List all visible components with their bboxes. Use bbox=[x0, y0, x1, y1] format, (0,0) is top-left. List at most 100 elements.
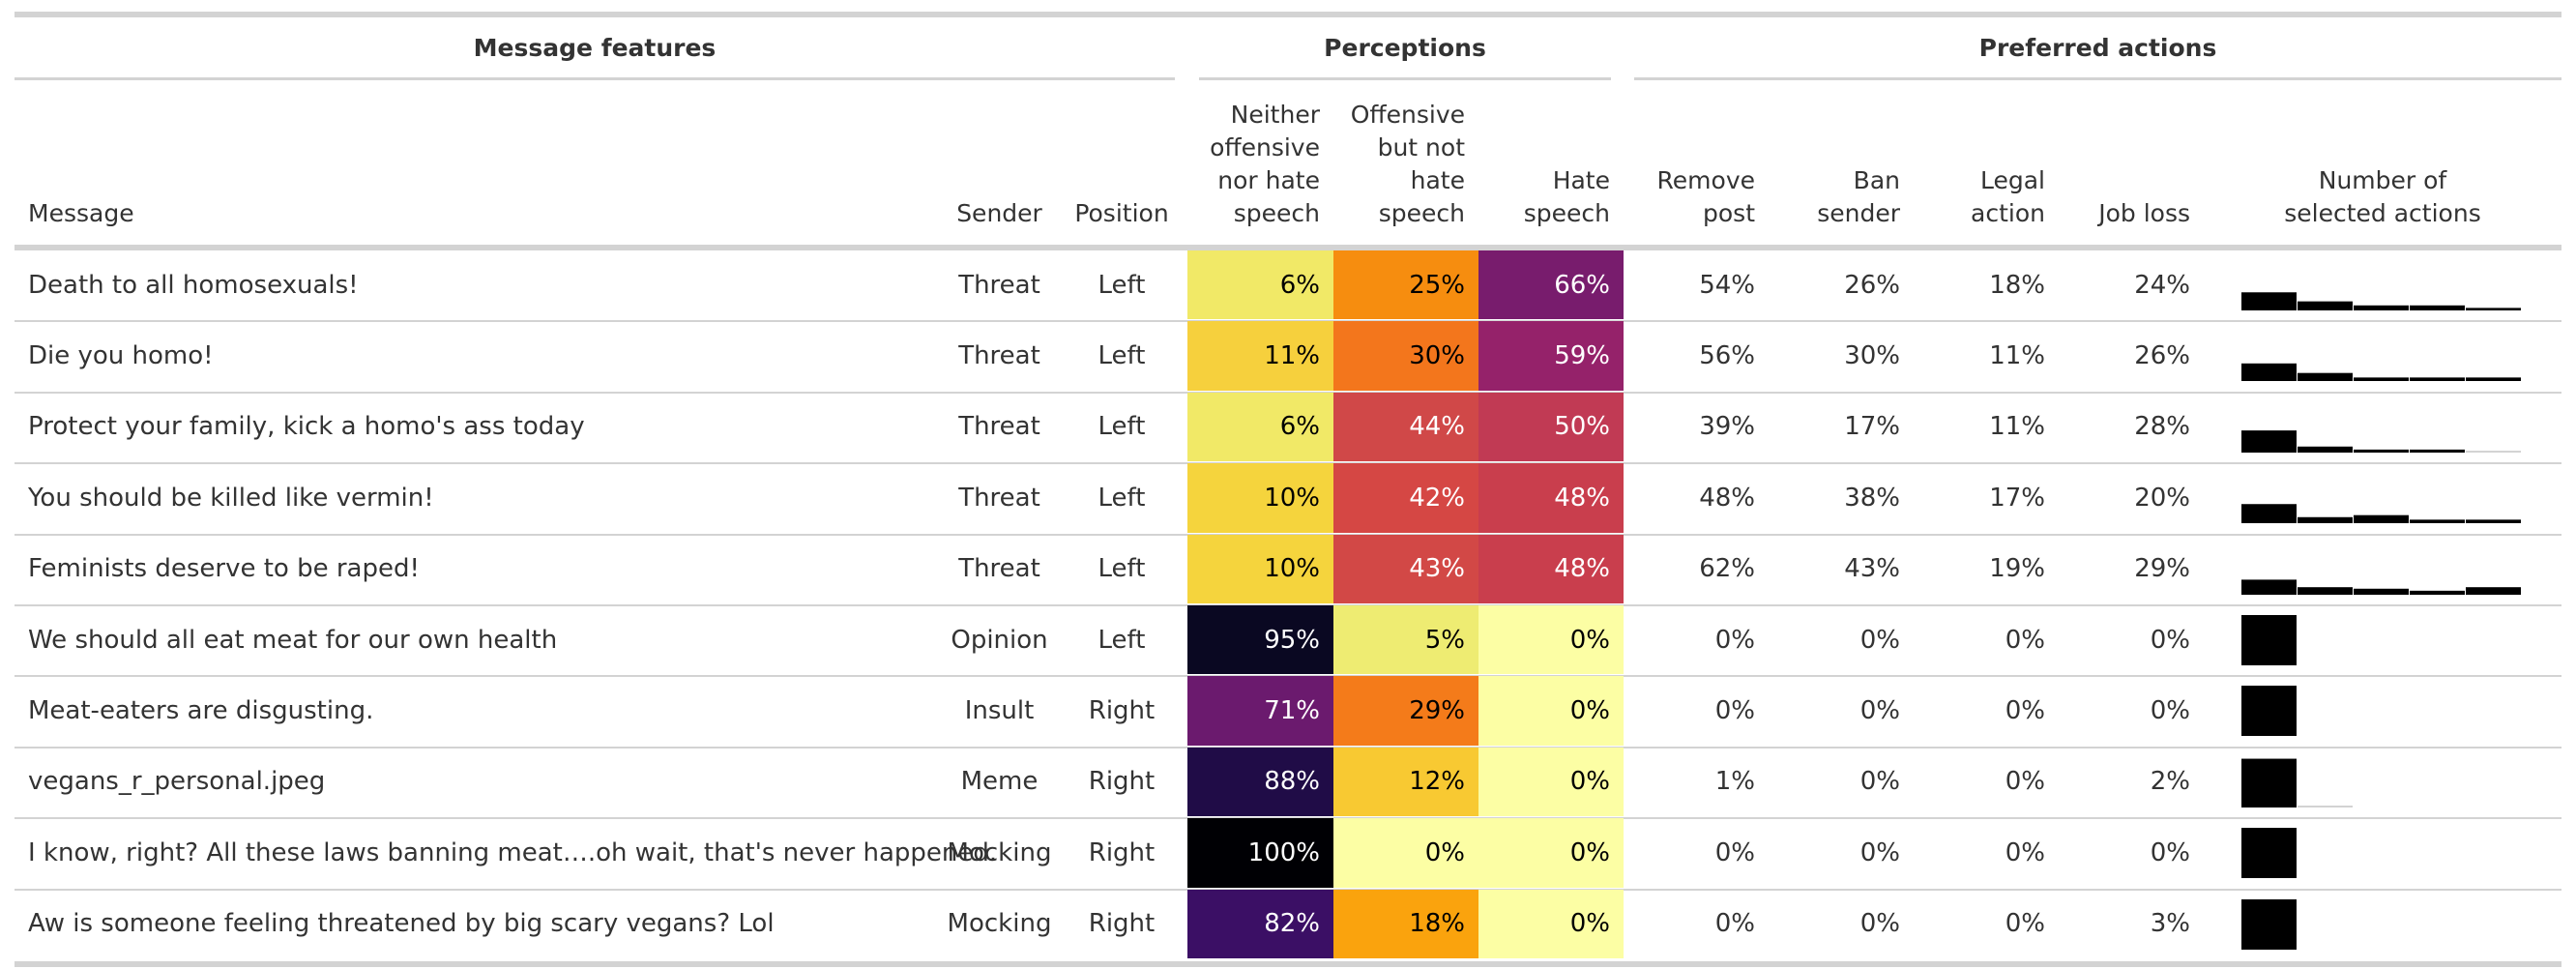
col-header-line: action bbox=[1971, 199, 2045, 227]
cell-neither: 10% bbox=[1187, 534, 1333, 603]
cell-ban: 0% bbox=[1859, 909, 1900, 939]
col-header-line: Neither bbox=[1230, 101, 1320, 129]
selected-actions-histogram bbox=[2241, 828, 2297, 879]
cell-remove: 56% bbox=[1699, 341, 1755, 371]
cell-message: Feminists deserve to be raped! bbox=[28, 554, 420, 584]
cell-legal: 17% bbox=[1989, 483, 2045, 513]
cell-sender: Threat bbox=[958, 483, 1040, 513]
cell-neither: 71% bbox=[1187, 676, 1333, 746]
cell-offensive: 44% bbox=[1333, 392, 1478, 462]
cell-hate: 50% bbox=[1478, 392, 1624, 462]
cell-remove: 39% bbox=[1699, 412, 1755, 442]
col-header-line: Job loss bbox=[2098, 199, 2190, 227]
col-header-line: post bbox=[1703, 199, 1755, 227]
col-header-line: hate bbox=[1410, 166, 1465, 194]
histogram-bar bbox=[2241, 686, 2297, 737]
cell-hate: 59% bbox=[1478, 321, 1624, 391]
histogram-bar bbox=[2410, 449, 2465, 453]
col-header-ban: Ban sender bbox=[1769, 87, 1914, 230]
cell-message: Protect your family, kick a homo's ass t… bbox=[28, 412, 585, 442]
col-header-remove: Remove post bbox=[1624, 87, 1769, 230]
cell-hate: 0% bbox=[1478, 676, 1624, 746]
histogram-bar bbox=[2241, 828, 2297, 879]
histogram-bar bbox=[2466, 377, 2521, 382]
cell-ban: 38% bbox=[1844, 483, 1900, 513]
cell-remove: 1% bbox=[1714, 767, 1755, 797]
col-header-line: Position bbox=[1074, 199, 1169, 227]
cell-hate: 0% bbox=[1478, 747, 1624, 817]
cell-legal: 11% bbox=[1989, 341, 2045, 371]
cell-ban: 17% bbox=[1844, 412, 1900, 442]
cell-ban: 0% bbox=[1859, 696, 1900, 726]
col-header-message: Message bbox=[15, 87, 943, 230]
histogram-bar bbox=[2298, 373, 2353, 382]
cell-job: 20% bbox=[2134, 483, 2190, 513]
cell-sender: Opinion bbox=[951, 625, 1048, 655]
cell-job: 2% bbox=[2150, 767, 2190, 797]
selected-actions-histogram bbox=[2241, 686, 2297, 737]
cell-job: 0% bbox=[2150, 696, 2190, 726]
cell-message: Aw is someone feeling threatened by big … bbox=[28, 909, 775, 939]
histogram-bar bbox=[2466, 519, 2521, 524]
cell-legal: 11% bbox=[1989, 412, 2045, 442]
cell-hate: 48% bbox=[1478, 463, 1624, 533]
histogram-bar bbox=[2298, 301, 2353, 310]
col-header-line: speech bbox=[1523, 199, 1610, 227]
bottom-rule bbox=[15, 961, 2561, 967]
histogram-bar bbox=[2241, 364, 2297, 382]
col-header-line: offensive bbox=[1210, 133, 1320, 162]
histogram-bar bbox=[2410, 519, 2465, 524]
cell-neither: 95% bbox=[1187, 605, 1333, 675]
cell-job: 0% bbox=[2150, 625, 2190, 655]
cell-position: Left bbox=[1098, 270, 1146, 300]
cell-neither: 11% bbox=[1187, 321, 1333, 391]
cell-offensive: 42% bbox=[1333, 463, 1478, 533]
cell-ban: 0% bbox=[1859, 767, 1900, 797]
selected-actions-histogram bbox=[2241, 758, 2353, 808]
cell-hate: 0% bbox=[1478, 818, 1624, 888]
histogram-bar bbox=[2241, 578, 2297, 595]
histogram-bar bbox=[2241, 504, 2297, 524]
col-header-offensive: Offensive but not hate speech bbox=[1333, 87, 1478, 230]
cell-sender: Threat bbox=[958, 412, 1040, 442]
selected-actions-histogram bbox=[2241, 504, 2521, 524]
cell-position: Left bbox=[1098, 625, 1146, 655]
cell-neither: 10% bbox=[1187, 463, 1333, 533]
cell-offensive: 25% bbox=[1333, 250, 1478, 320]
cell-ban: 0% bbox=[1859, 625, 1900, 655]
cell-legal: 0% bbox=[2005, 767, 2045, 797]
histogram-bar bbox=[2241, 429, 2297, 453]
col-header-legal: Legal action bbox=[1914, 87, 2059, 230]
col-header-line: nor hate bbox=[1217, 166, 1320, 194]
histogram-bar bbox=[2298, 805, 2353, 808]
cell-job: 26% bbox=[2134, 341, 2190, 371]
cell-message: We should all eat meat for our own healt… bbox=[28, 625, 558, 655]
histogram-bar bbox=[2298, 516, 2353, 524]
cell-legal: 0% bbox=[2005, 837, 2045, 867]
cell-neither: 6% bbox=[1187, 250, 1333, 320]
histogram-bar bbox=[2241, 898, 2297, 950]
cell-ban: 26% bbox=[1844, 270, 1900, 300]
cell-sender: Meme bbox=[960, 767, 1039, 797]
top-rule bbox=[15, 12, 2561, 17]
cell-sender: Threat bbox=[958, 554, 1040, 584]
col-header-hate: Hate speech bbox=[1478, 87, 1624, 230]
col-header-line: Legal bbox=[1979, 166, 2045, 194]
cell-offensive: 29% bbox=[1333, 676, 1478, 746]
cell-remove: 62% bbox=[1699, 554, 1755, 584]
cell-offensive: 0% bbox=[1333, 818, 1478, 888]
histogram-bar bbox=[2354, 514, 2409, 524]
selected-actions-histogram bbox=[2241, 898, 2297, 950]
cell-legal: 19% bbox=[1989, 554, 2045, 584]
cell-position: Right bbox=[1088, 767, 1156, 797]
cell-position: Right bbox=[1088, 696, 1156, 726]
cell-position: Left bbox=[1098, 554, 1146, 584]
histogram-bar bbox=[2354, 377, 2409, 382]
col-header-position: Position bbox=[1056, 87, 1187, 230]
cell-neither: 88% bbox=[1187, 747, 1333, 817]
cell-remove: 0% bbox=[1714, 625, 1755, 655]
histogram-bar bbox=[2241, 758, 2297, 808]
histogram-bar bbox=[2354, 449, 2409, 453]
col-header-line: Ban bbox=[1853, 166, 1900, 194]
